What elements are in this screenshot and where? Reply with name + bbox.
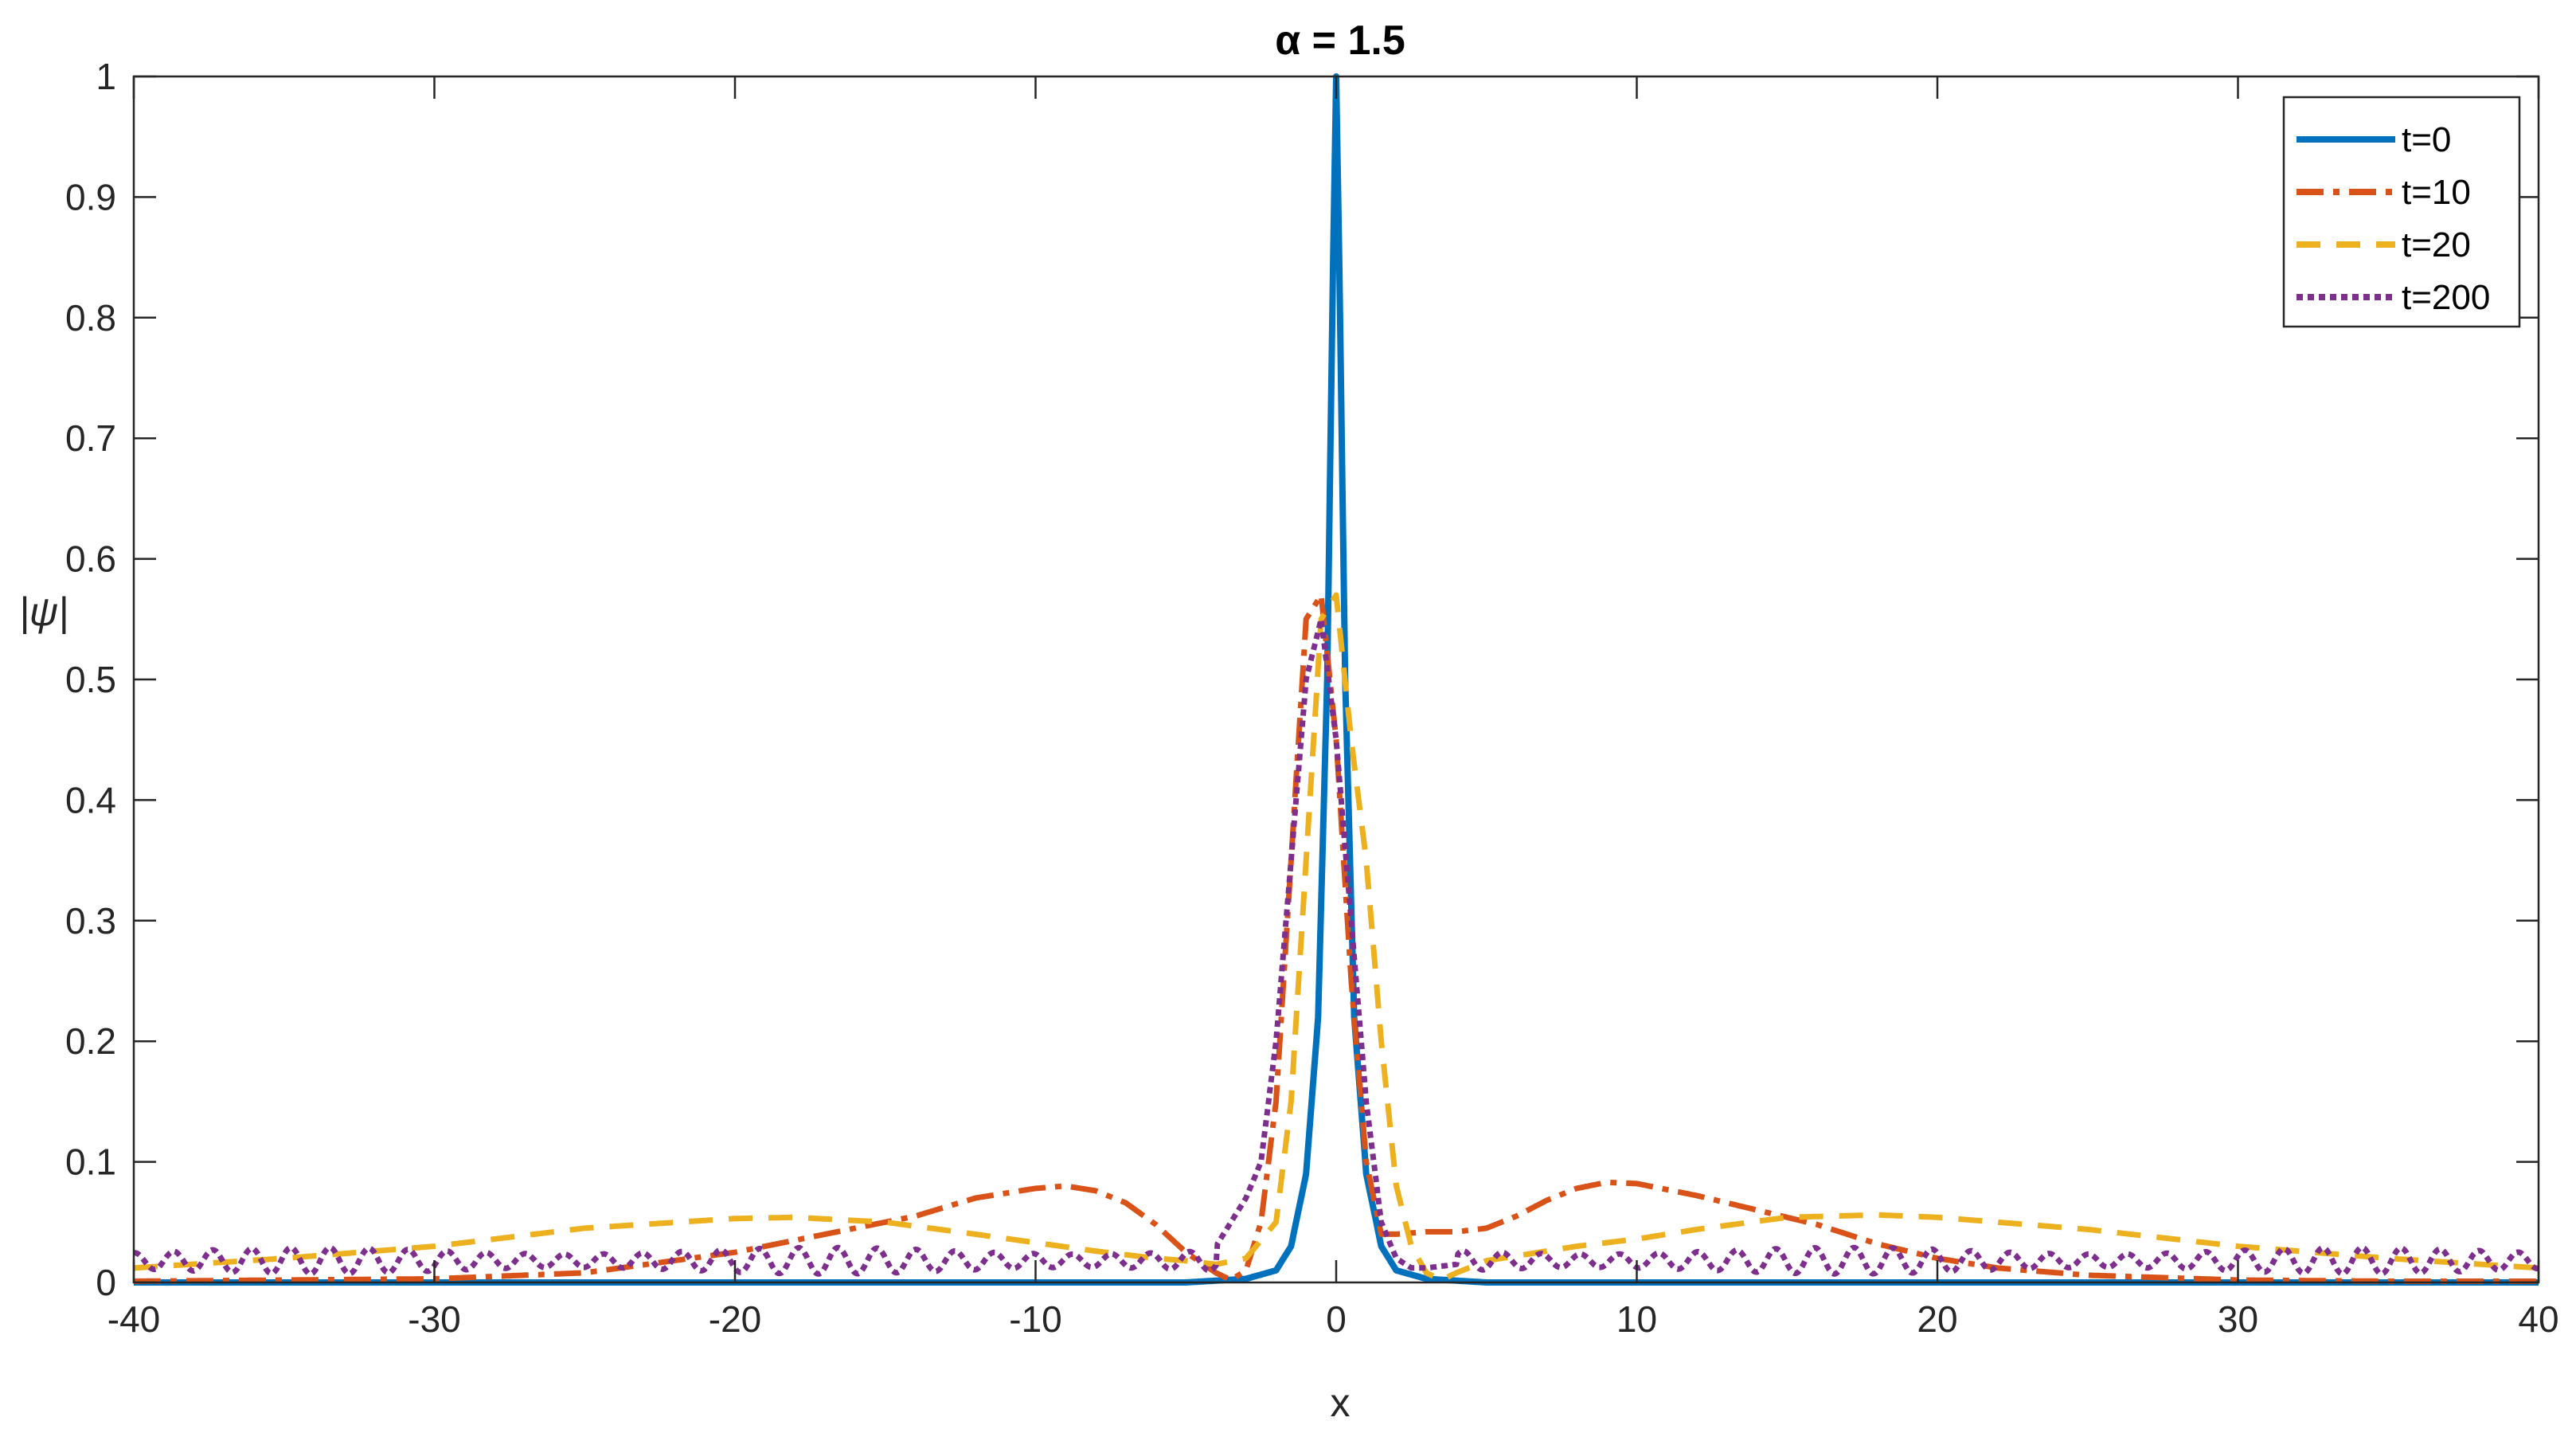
series-line-t-10 <box>132 592 2540 1284</box>
legend-entry-label: t=10 <box>2402 173 2471 212</box>
y-tick-label: 0.4 <box>65 779 116 820</box>
y-tick-label: 0.9 <box>65 176 116 217</box>
legend-box <box>2282 96 2521 328</box>
series-line-t-200 <box>132 616 2540 1277</box>
x-tick-label: -40 <box>107 1298 160 1340</box>
legend-entry-label: t=20 <box>2402 225 2471 264</box>
y-tick-label: 0.8 <box>65 297 116 339</box>
legend-entry-label: t=0 <box>2402 120 2451 159</box>
chart-title: α = 1.5 <box>1275 18 1405 64</box>
y-tick-label: 0.2 <box>65 1020 116 1062</box>
x-tick-label: 30 <box>2218 1298 2258 1340</box>
y-tick-label: 0.3 <box>65 900 116 942</box>
x-tick-label: -20 <box>709 1298 761 1340</box>
y-tick-label: 0.5 <box>65 659 116 700</box>
y-tick-label: 0.7 <box>65 417 116 459</box>
y-axis-label: |ψ| <box>19 589 68 635</box>
x-tick-label: 20 <box>1917 1298 1957 1340</box>
x-tick-label: 0 <box>1326 1298 1347 1340</box>
y-tick-label: 0.1 <box>65 1141 116 1183</box>
legend-entry-label: t=200 <box>2402 278 2490 317</box>
y-tick-label: 0 <box>96 1262 116 1303</box>
x-tick-label: 10 <box>1616 1298 1657 1340</box>
x-tick-label: 40 <box>2518 1298 2558 1340</box>
legend: t=0 t=10 t=20 t=200 <box>2282 96 2521 328</box>
series-line-t-20 <box>132 592 2540 1283</box>
x-tick-label: -10 <box>1009 1298 1061 1340</box>
y-tick-label: 0.6 <box>65 538 116 580</box>
axes-layer: -40 -30 -20 -10 0 10 20 30 40 0 0.1 0.2 0.3 0.4 0.5 0.6… <box>65 56 2559 1340</box>
x-axis-label: x <box>1331 1380 1351 1425</box>
x-tick-label: -30 <box>408 1298 460 1340</box>
y-tick-label: 1 <box>96 56 116 97</box>
